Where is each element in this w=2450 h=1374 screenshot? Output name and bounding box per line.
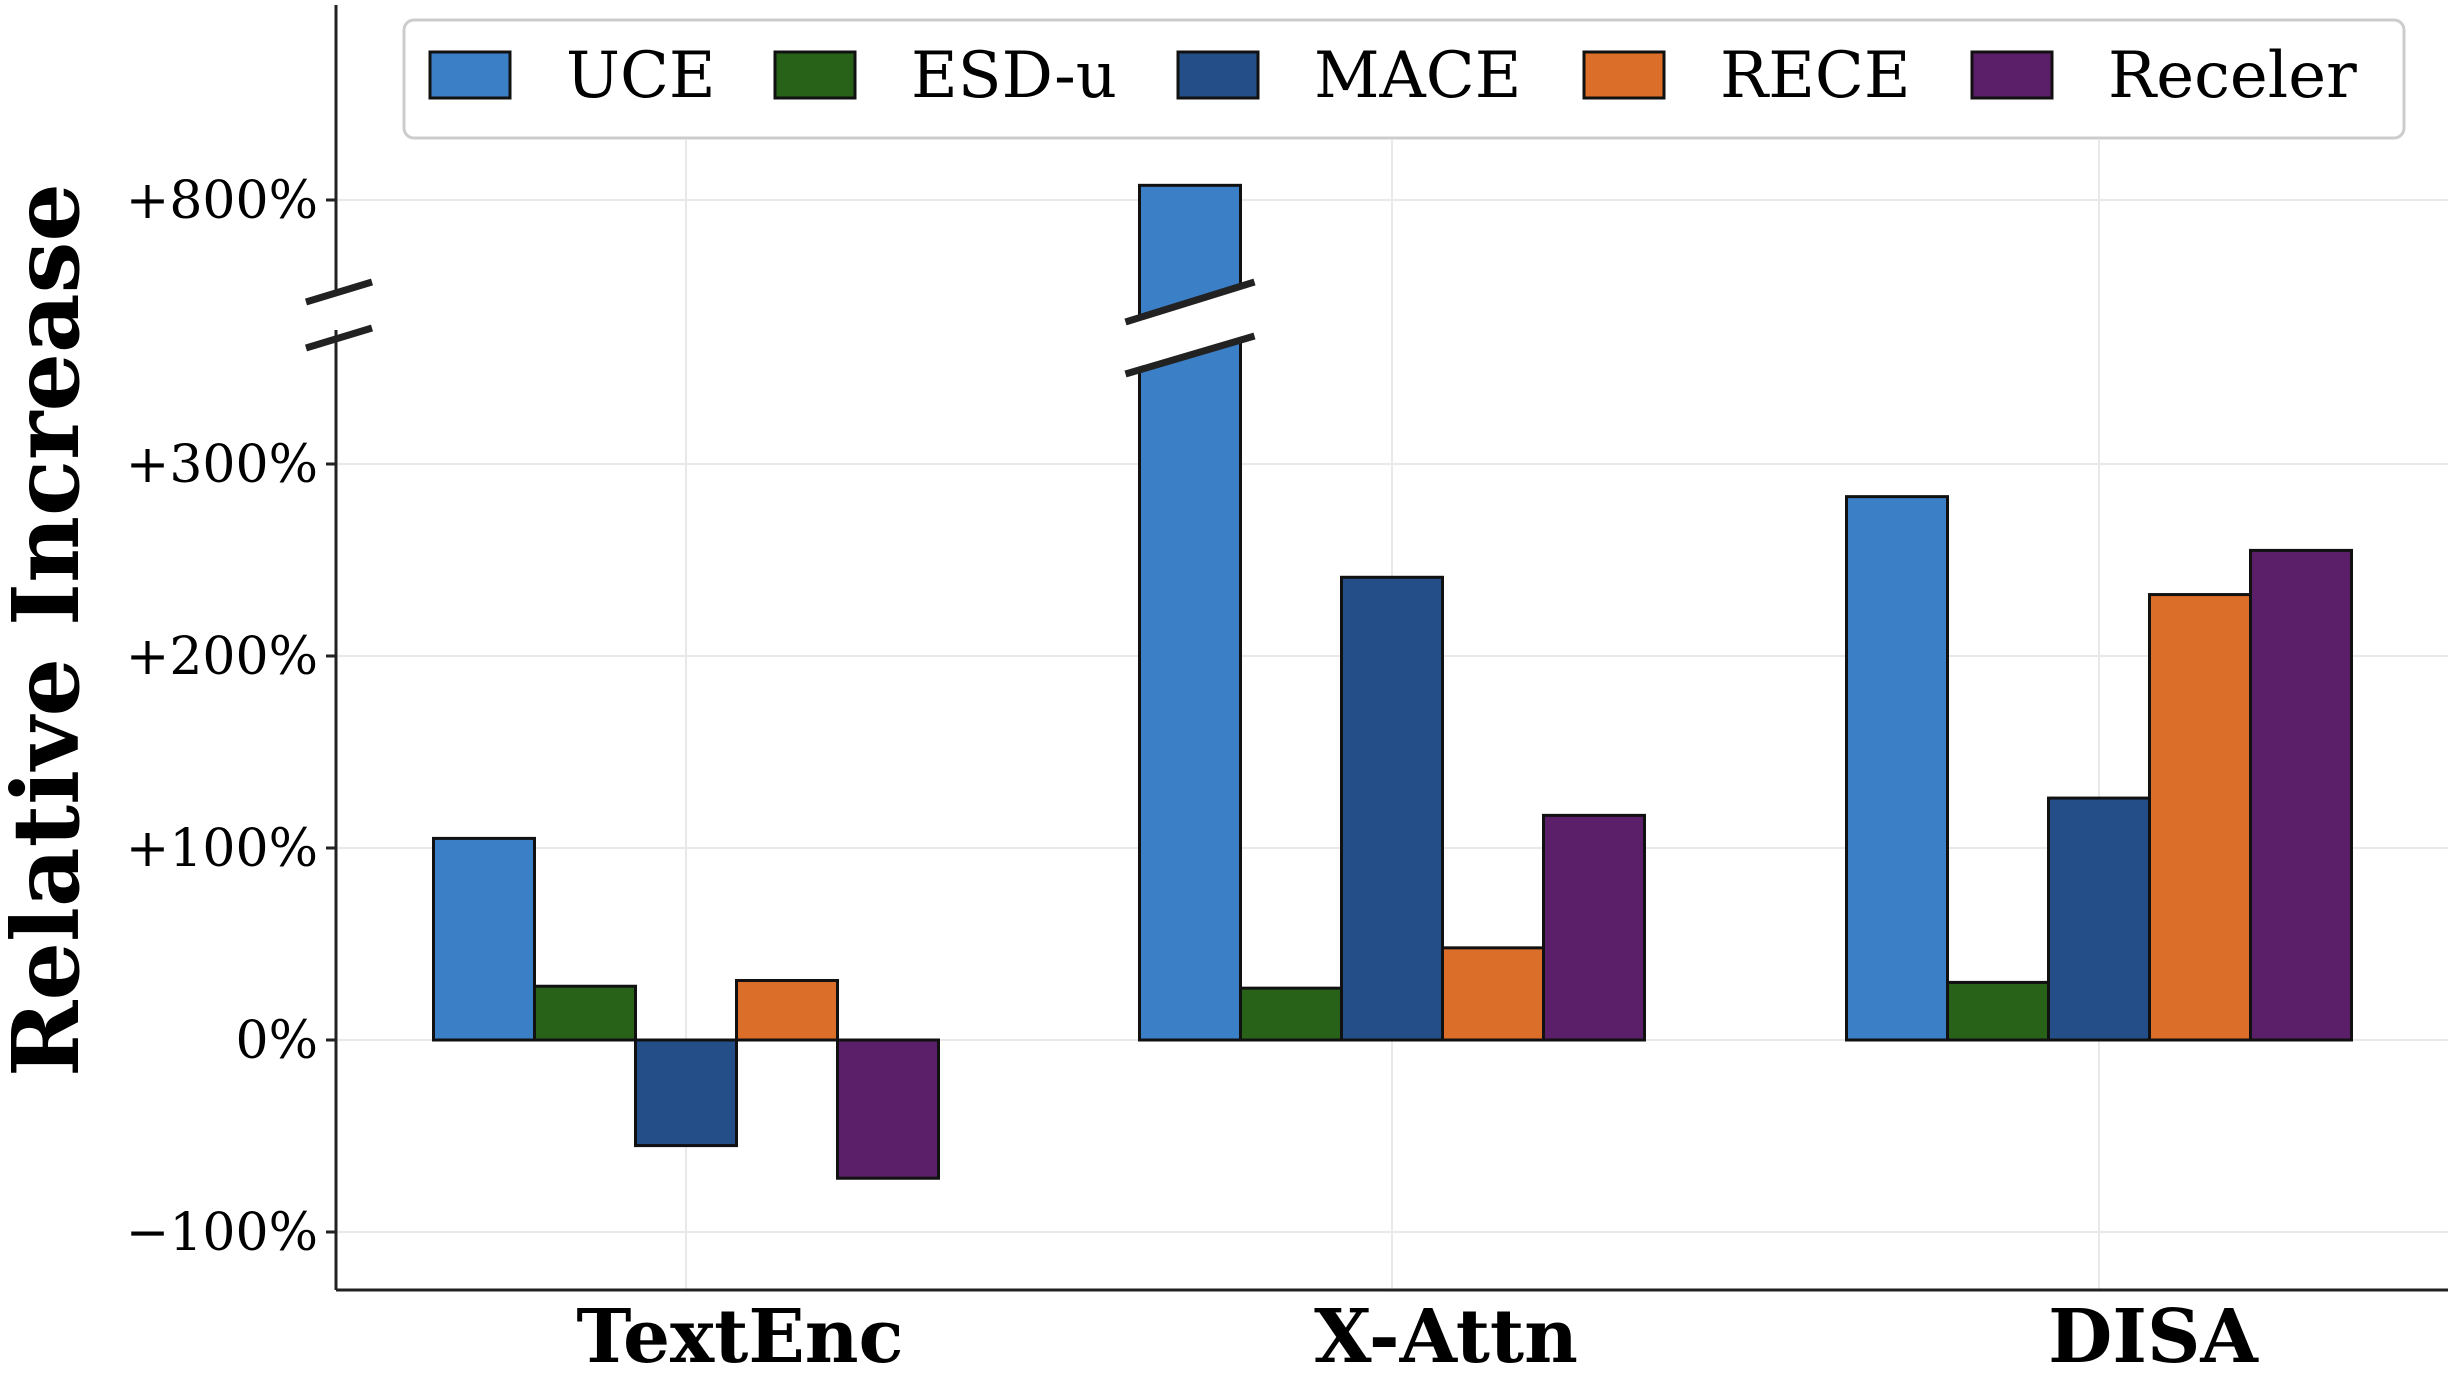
bar-receler-disa bbox=[2249, 548, 2353, 1042]
bar-receler-x-attn bbox=[1542, 813, 1646, 1042]
y-tick-labels: −100% 0% +100% +200% +300% +800% bbox=[126, 171, 336, 1263]
x-category-label: TextEnc bbox=[576, 1294, 903, 1374]
axis-break-marks bbox=[304, 278, 1256, 378]
legend-frame bbox=[402, 18, 2406, 140]
y-tick-label: +200% bbox=[126, 627, 318, 687]
y-tick-label: −100% bbox=[126, 1203, 318, 1263]
bar-mace-textenc bbox=[634, 1038, 738, 1148]
legend-label: UCE bbox=[566, 39, 716, 113]
bar-mace-x-attn bbox=[1340, 575, 1444, 1042]
legend-swatch-uce bbox=[428, 50, 512, 100]
y-tick-label: +800% bbox=[126, 171, 318, 231]
x-category-labels: TextEnc X-Attn DISA bbox=[576, 1294, 2259, 1374]
legend-swatch-esd-u bbox=[773, 50, 857, 100]
bar-esd-u-disa bbox=[1946, 980, 2050, 1042]
bar-uce-disa bbox=[1845, 495, 1949, 1042]
legend-label: ESD-u bbox=[911, 39, 1117, 113]
bar-break-slash bbox=[1124, 278, 1256, 326]
axes-layer bbox=[334, 5, 2448, 1292]
y-tick-label: +100% bbox=[126, 819, 318, 879]
bar-rece-disa bbox=[2148, 593, 2252, 1042]
bar-mace-disa bbox=[2047, 796, 2151, 1042]
legend-swatch-rece bbox=[1582, 50, 1666, 100]
bar-receler-textenc bbox=[836, 1038, 940, 1180]
legend-label: RECE bbox=[1720, 39, 1911, 113]
legend-swatch-mace bbox=[1176, 50, 1260, 100]
bar-uce-textenc bbox=[432, 836, 536, 1042]
legend-label: MACE bbox=[1314, 39, 1521, 113]
legend: UCE ESD-u MACE RECE Receler bbox=[402, 18, 2406, 140]
bar-break-gap bbox=[1125, 282, 1255, 374]
axis-break-slash bbox=[304, 324, 374, 352]
bar-break-slash bbox=[1124, 332, 1256, 378]
axis-break-slash bbox=[304, 278, 374, 306]
y-tick-label: 0% bbox=[236, 1011, 319, 1071]
bars-layer bbox=[432, 183, 2353, 1180]
x-category-label: X-Attn bbox=[1314, 1294, 1578, 1374]
bar-esd-u-x-attn bbox=[1239, 986, 1343, 1042]
y-tick-label: +300% bbox=[126, 435, 318, 495]
x-category-label: DISA bbox=[2048, 1294, 2259, 1374]
bar-rece-x-attn bbox=[1441, 946, 1545, 1042]
bar-rece-textenc bbox=[735, 978, 839, 1042]
bar-esd-u-textenc bbox=[533, 984, 637, 1042]
legend-label: Receler bbox=[2108, 39, 2357, 113]
y-axis-label: Relative Increase bbox=[0, 183, 100, 1077]
axis-break-gap bbox=[326, 294, 346, 330]
legend-swatch-receler bbox=[1970, 50, 2054, 100]
